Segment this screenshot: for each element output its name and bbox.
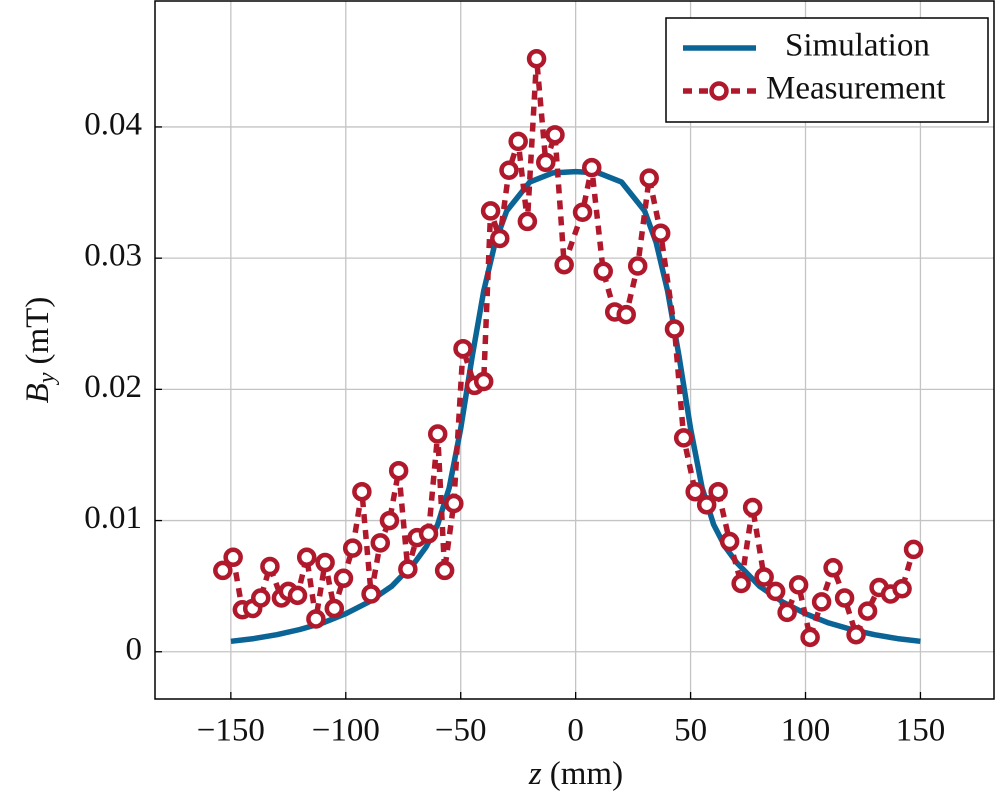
measurement-marker xyxy=(846,624,866,645)
measurement-marker xyxy=(788,575,809,595)
x-tick-label: −50 xyxy=(435,713,487,749)
y-tick-label: 0.03 xyxy=(84,238,142,274)
measurement-marker xyxy=(480,201,501,221)
measurement-marker xyxy=(342,538,363,558)
y-label-symbol: B xyxy=(20,383,56,403)
measurement-marker xyxy=(333,568,354,589)
measurement-marker xyxy=(444,493,464,514)
measurement-marker xyxy=(352,481,372,502)
measurement-marker xyxy=(673,428,694,448)
y-label-subscript: y xyxy=(34,372,60,385)
measurement-marker xyxy=(434,560,455,581)
measurement-marker xyxy=(315,552,335,573)
measurement-marker xyxy=(324,598,345,619)
measurement-marker xyxy=(650,223,671,243)
y-label-unit: (mT) xyxy=(20,297,56,365)
legend-label: Simulation xyxy=(785,28,930,64)
measurement-marker xyxy=(223,547,243,568)
measurement-marker xyxy=(777,602,797,623)
legend-marker xyxy=(709,81,729,101)
legend: Simulation Measurement xyxy=(665,17,989,123)
measurement-marker xyxy=(296,547,317,568)
x-label-symbol: z xyxy=(528,756,542,792)
measurement-marker xyxy=(857,601,878,621)
y-tick-label: 0.04 xyxy=(84,107,142,143)
y-tick-label: 0.02 xyxy=(84,369,142,405)
measurement-marker xyxy=(473,371,494,392)
measurement-marker xyxy=(536,152,556,173)
measurement-marker xyxy=(508,131,528,152)
y-tick-label: 0.01 xyxy=(84,500,142,536)
measurement-marker xyxy=(685,481,705,502)
measurement-marker xyxy=(834,588,855,608)
x-tick-label: −100 xyxy=(312,713,380,749)
measurement-line xyxy=(220,55,917,641)
measurement-marker xyxy=(526,48,547,69)
measurement-marker xyxy=(545,125,565,145)
y-tick-label: 0 xyxy=(126,631,143,667)
y-axis-label: By (mT) xyxy=(20,297,60,404)
measurement-marker xyxy=(260,556,280,577)
measurement-marker xyxy=(811,592,832,612)
x-tick-label: 100 xyxy=(781,713,831,749)
measurement-marker xyxy=(572,202,593,222)
measurement-marker xyxy=(581,157,602,178)
measurement-marker xyxy=(731,573,751,594)
x-label-unit: (mm) xyxy=(550,756,623,792)
measurement-marker xyxy=(892,579,912,599)
measurement-marker xyxy=(379,510,400,531)
measurement-marker xyxy=(616,304,636,325)
measurement-marker xyxy=(361,584,381,604)
measurement-marker xyxy=(453,338,473,359)
measurement-marker xyxy=(823,558,843,578)
measurement-marker xyxy=(250,588,271,608)
measurement-marker xyxy=(370,533,391,553)
plot-area xyxy=(213,48,924,648)
measurement-marker xyxy=(287,585,308,606)
x-tick-label: 50 xyxy=(674,713,707,749)
measurement-marker xyxy=(554,254,574,275)
measurement-marker xyxy=(719,531,740,552)
measurement-marker xyxy=(696,495,717,515)
measurement-marker xyxy=(627,256,648,276)
measurement-marker xyxy=(499,160,519,181)
measurement-marker xyxy=(708,481,728,502)
measurement-marker xyxy=(903,539,924,560)
measurement-marker xyxy=(306,609,326,629)
measurement-marker xyxy=(800,627,820,648)
measurement-marker xyxy=(517,211,538,232)
measurement-marker xyxy=(213,560,233,581)
measurement-marker xyxy=(664,319,685,339)
measurement-marker xyxy=(388,460,409,481)
x-tick-label: 150 xyxy=(896,713,946,749)
x-tick-label: 0 xyxy=(567,713,584,749)
x-tick-label: −150 xyxy=(197,713,265,749)
measurement-marker xyxy=(742,497,763,518)
measurement-marker xyxy=(639,168,659,188)
legend-label: Measurement xyxy=(766,71,946,107)
measurement-marker xyxy=(593,261,613,282)
measurement-marker xyxy=(418,523,439,544)
measurement-marker xyxy=(427,424,448,444)
measurement-marker xyxy=(754,567,774,587)
axes-frame xyxy=(154,0,995,700)
measurement-marker xyxy=(765,581,786,602)
x-axis-label: z (mm) xyxy=(528,756,623,792)
measurement-marker xyxy=(490,228,510,249)
measurement-marker xyxy=(398,559,418,579)
legend-box xyxy=(665,17,989,123)
